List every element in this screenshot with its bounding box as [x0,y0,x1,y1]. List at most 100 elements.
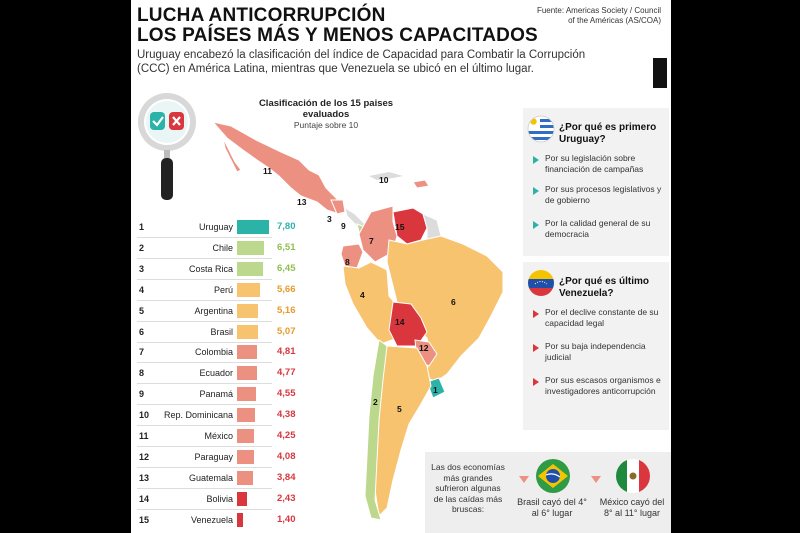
ranking-row: 12 Paraguay 4,08 [137,448,317,466]
ranking-row: 10 Rep. Dominicana 4,38 [137,406,317,424]
uruguay-panel: ¿Por qué es primero Uruguay? Por su legi… [523,108,669,256]
venezuela-reason: Por su baja independencia judicial [545,341,646,362]
down-arrow-icon [519,476,529,483]
score-bar [237,449,254,464]
ranking-row: 4 Perú 5,66 [137,281,317,299]
map-label-paraguay: 12 [419,343,429,353]
bottom-note-text: Las dos economías más grandes sufrieron … [431,462,505,514]
infographic-card: LUCHA ANTICORRUPCIÓN LOS PAÍSES MÁS Y ME… [131,0,671,533]
score-bar [237,240,264,255]
country-label: Ecuador [199,368,233,379]
score-value: 4,77 [277,367,296,379]
venezuela-reason: Por el declive constante de su capacidad… [545,307,659,328]
ranking-row: 11 México 4,25 [137,427,317,445]
score-value: 5,16 [277,304,296,316]
rank-number: 9 [139,389,145,400]
map-label-guatemala: 13 [297,197,307,207]
score-bar [237,512,243,527]
country-label: Brasil [210,326,233,337]
map-label-rep-dominicana: 10 [379,175,389,185]
row-divider [137,320,272,322]
row-divider [137,425,272,427]
rank-number: 1 [139,222,145,232]
ranking-row: 13 Guatemala 3,84 [137,469,317,487]
country-label: México [204,431,233,441]
country-label: Venezuela [190,514,233,525]
chart-subtitle: Puntaje sobre 10 [293,120,359,130]
map-label-brasil: 6 [451,297,456,307]
score-bar [237,303,259,318]
ranking-row: 1 Uruguay 7,80 [137,218,317,236]
map-label-argentina: 5 [397,404,402,414]
rank-number: 2 [139,242,145,253]
bullet-icon [533,187,539,195]
map-label-costa-rica: 3 [327,214,332,224]
score-value: 4,25 [277,430,296,441]
country-label: Chile [212,242,233,253]
bullet-icon [533,344,539,352]
score-bar [237,429,255,443]
magnifier-icon [138,93,196,200]
map-label-panama: 9 [341,221,346,231]
row-divider [137,404,272,406]
uruguay-panel-title: ¿Por qué es primero Uruguay? [559,122,657,145]
row-divider [137,278,272,280]
map-label-colombia: 7 [369,236,374,246]
row-divider [137,487,272,489]
country-label: Bolivia [206,493,233,504]
country-label: Perú [213,284,233,295]
ranking-row: 7 Colombia 4,81 [137,343,317,361]
latin-america-map: 1 2 3 4 5 6 7 8 9 10 11 12 13 14 15 [211,121,504,521]
row-divider [137,466,272,468]
country-label: Guatemala [188,472,233,483]
bullet-icon [533,310,539,318]
score-bar [237,345,257,360]
map-label-uruguay: 1 [433,385,438,395]
score-bar [237,282,261,297]
score-value: 3,84 [277,471,296,483]
score-bar [237,408,255,423]
venezuela-reason: Por sus escasos organismos e investigado… [545,375,661,396]
score-bar [237,491,247,506]
score-value: 4,55 [277,388,296,400]
row-divider [137,446,272,447]
map-label-bolivia: 14 [395,317,405,327]
rank-number: 13 [139,472,150,483]
venezuela-panel: ¿Por qué es último Venezuela? Por el dec… [523,262,669,430]
ranking-row: 5 Argentina 5,16 [137,302,317,320]
score-value: 6,51 [277,241,296,253]
map-label-chile: 2 [373,397,378,407]
score-value: 7,80 [277,221,296,232]
rank-number: 12 [139,451,150,462]
score-bar [237,470,253,485]
map-label-ecuador: 8 [345,257,350,267]
country-label: Costa Rica [188,263,233,274]
score-value: 4,81 [277,346,296,358]
intro-text: Uruguay encabezó la clasificación del ín… [137,49,586,75]
rank-number: 10 [139,410,150,421]
country-label: Paraguay [194,451,233,462]
country-label: Uruguay [198,222,233,232]
rank-number: 11 [139,431,149,441]
mexico-flag-icon [616,459,650,493]
score-bar [237,261,264,276]
score-value: 5,07 [277,325,296,337]
rank-number: 3 [139,263,145,274]
rank-number: 6 [139,326,145,337]
score-bar [237,220,269,234]
rank-number: 7 [139,347,145,358]
row-divider [137,257,272,259]
chart-title: Clasificación de los 15 paises evaluados [258,98,394,120]
row-divider [137,341,272,343]
ranking-row: 9 Panamá 4,55 [137,385,317,403]
row-divider [137,299,272,301]
bullet-icon [533,378,539,386]
row-divider [137,362,272,364]
map-label-mexico: 11 [263,166,272,176]
venezuela-panel-title: ¿Por qué es último Venezuela? [559,276,650,299]
ranking-row: 6 Brasil 5,07 [137,323,317,341]
bottom-note-box: Las dos economías más grandes sufrieron … [425,452,671,533]
score-bar [237,366,257,381]
country-label: Colombia [194,347,233,358]
score-value: 5,66 [277,283,296,295]
